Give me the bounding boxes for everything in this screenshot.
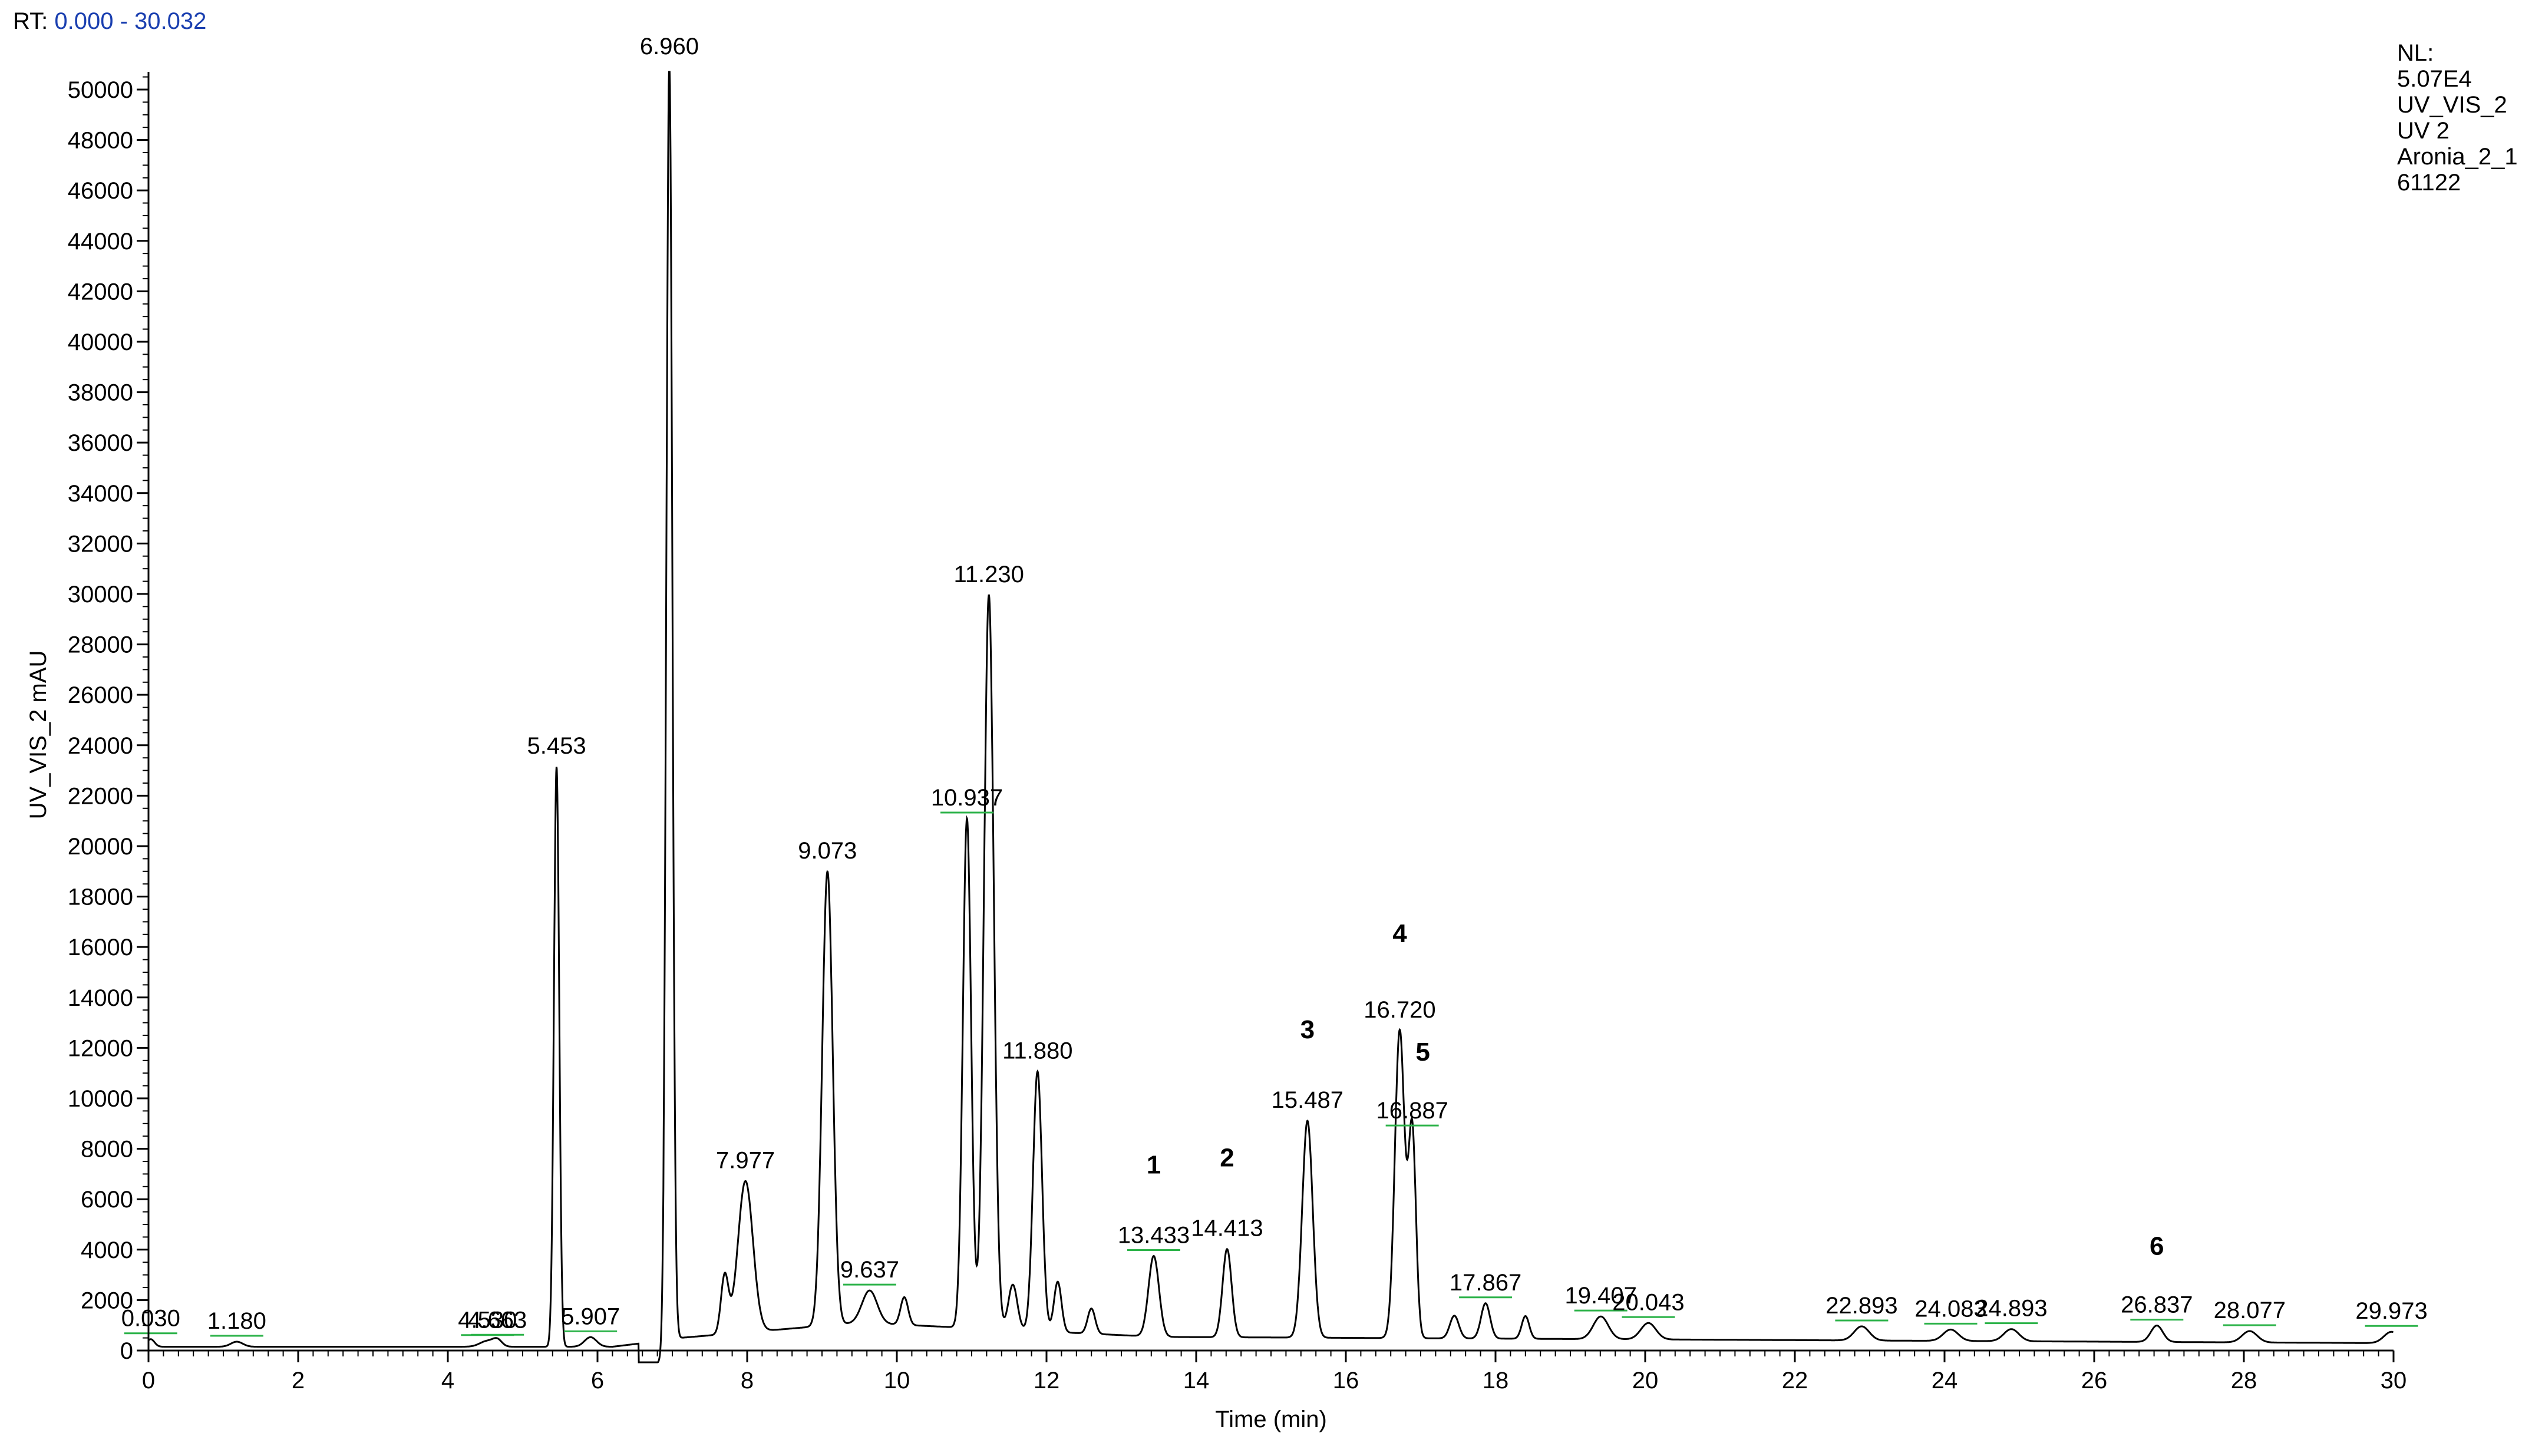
y-tick-label: 16000 xyxy=(68,935,133,960)
peak-rt-label: 14.413 xyxy=(1191,1216,1263,1242)
x-tick-label: 18 xyxy=(1483,1368,1509,1394)
y-tick-label: 40000 xyxy=(68,329,133,355)
peak-rt-label: 17.867 xyxy=(1450,1270,1521,1296)
peak-rt-label: 16.887 xyxy=(1376,1098,1448,1124)
compound-number-label: 6 xyxy=(2150,1232,2164,1261)
peak-rt-label: 11.230 xyxy=(954,562,1024,587)
uv-trace-line xyxy=(147,71,2394,1363)
x-tick-label: 0 xyxy=(142,1368,155,1394)
x-tick-label: 26 xyxy=(2081,1368,2108,1394)
peak-rt-label: 13.433 xyxy=(1118,1223,1190,1249)
x-tick-label: 24 xyxy=(1932,1368,1958,1394)
rt-range-value: 0.000 - 30.032 xyxy=(54,8,207,34)
peak-rt-label: 24.083 xyxy=(1914,1296,1986,1322)
y-tick-label: 14000 xyxy=(68,985,133,1011)
y-tick-label: 10000 xyxy=(68,1086,133,1112)
peak-rt-label: 16.720 xyxy=(1364,997,1435,1023)
compound-number-label: 3 xyxy=(1300,1015,1315,1044)
y-tick-label: 0 xyxy=(120,1338,133,1364)
peak-rt-label: 29.973 xyxy=(2355,1298,2427,1324)
info-line-channel: UV_VIS_2 xyxy=(2397,92,2507,118)
peak-rt-label: 28.077 xyxy=(2214,1297,2286,1323)
y-tick-label: 4000 xyxy=(81,1237,133,1263)
y-tick-label: 24000 xyxy=(68,733,133,759)
x-axis-title: Time (min) xyxy=(1215,1407,1327,1432)
x-tick-label: 2 xyxy=(292,1368,305,1394)
y-tick-label: 32000 xyxy=(68,531,133,557)
y-tick-label: 8000 xyxy=(81,1137,133,1163)
info-line-detector: UV 2 xyxy=(2397,118,2450,144)
peak-rt-label: 10.937 xyxy=(931,785,1003,811)
info-line-nl: NL: xyxy=(2397,40,2434,66)
peak-rt-label: 5.453 xyxy=(527,733,586,759)
peak-rt-label: 15.487 xyxy=(1272,1087,1343,1113)
peak-rt-label: 24.893 xyxy=(1975,1296,2047,1322)
rt-label: RT: xyxy=(13,8,48,34)
x-tick-label: 10 xyxy=(884,1368,910,1394)
peak-rt-label: 0.030 xyxy=(121,1306,180,1332)
peak-rt-label: 7.977 xyxy=(716,1147,775,1173)
info-line-sample: Aronia_2_1 xyxy=(2397,144,2518,170)
y-tick-label: 30000 xyxy=(68,582,133,608)
y-tick-label: 44000 xyxy=(68,229,133,255)
compound-number-label: 4 xyxy=(1392,919,1407,948)
peak-rt-label: 6.960 xyxy=(640,34,699,60)
y-tick-label: 38000 xyxy=(68,380,133,406)
x-tick-label: 16 xyxy=(1333,1368,1359,1394)
x-tick-label: 4 xyxy=(441,1368,454,1394)
x-tick-label: 8 xyxy=(741,1368,754,1394)
trace-info-block: NL: 5.07E4 UV_VIS_2 UV 2 Aronia_2_1 6112… xyxy=(2397,40,2518,196)
peak-rt-label: 9.637 xyxy=(840,1257,899,1283)
x-tick-label: 14 xyxy=(1183,1368,1210,1394)
peak-rt-label: 9.073 xyxy=(798,838,857,864)
y-tick-label: 6000 xyxy=(81,1187,133,1213)
axis-ticks: 0 2 4 6 8 10 12 14 16 18 20 22 24 26 28 300200040006000… xyxy=(68,76,2407,1394)
y-tick-label: 22000 xyxy=(68,783,133,809)
peak-rt-label: 4.530 xyxy=(458,1308,517,1333)
y-tick-label: 18000 xyxy=(68,884,133,910)
peak-rt-label: 5.907 xyxy=(561,1303,620,1329)
compound-number-label: 2 xyxy=(1220,1144,1234,1173)
y-tick-label: 20000 xyxy=(68,834,133,860)
x-tick-label: 6 xyxy=(591,1368,604,1394)
peak-rt-label: 11.880 xyxy=(1002,1038,1072,1064)
baseline-markers xyxy=(124,811,2418,1337)
y-tick-label: 12000 xyxy=(68,1035,133,1061)
y-tick-label: 46000 xyxy=(68,178,133,204)
compound-number-label: 5 xyxy=(1415,1038,1430,1067)
peak-rt-label: 1.180 xyxy=(207,1308,266,1334)
x-tick-label: 22 xyxy=(1782,1368,1808,1394)
peak-rt-label: 22.893 xyxy=(1825,1293,1897,1319)
x-tick-label: 28 xyxy=(2231,1368,2257,1394)
y-tick-label: 36000 xyxy=(68,430,133,456)
y-tick-label: 50000 xyxy=(68,77,133,103)
y-tick-label: 42000 xyxy=(68,279,133,305)
x-tick-label: 30 xyxy=(2381,1368,2407,1394)
y-tick-label: 2000 xyxy=(81,1287,133,1313)
info-line-code: 61122 xyxy=(2397,170,2461,196)
peak-rt-label: 19.407 xyxy=(1565,1283,1637,1309)
y-tick-label: 34000 xyxy=(68,481,133,507)
y-tick-label: 48000 xyxy=(68,128,133,154)
compound-number-label: 1 xyxy=(1147,1151,1161,1180)
info-line-nl-value: 5.07E4 xyxy=(2397,66,2472,92)
x-tick-label: 12 xyxy=(1034,1368,1060,1394)
rt-range-header: RT: 0.000 - 30.032 xyxy=(13,8,206,35)
x-tick-label: 20 xyxy=(1632,1368,1659,1394)
peak-rt-label: 20.043 xyxy=(1612,1289,1684,1315)
y-tick-label: 26000 xyxy=(68,682,133,708)
peak-rt-label: 4.663 xyxy=(468,1307,527,1333)
y-tick-label: 28000 xyxy=(68,632,133,658)
y-axis-title: UV_VIS_2 mAU xyxy=(25,651,51,820)
peak-rt-label: 26.837 xyxy=(2121,1292,2193,1318)
